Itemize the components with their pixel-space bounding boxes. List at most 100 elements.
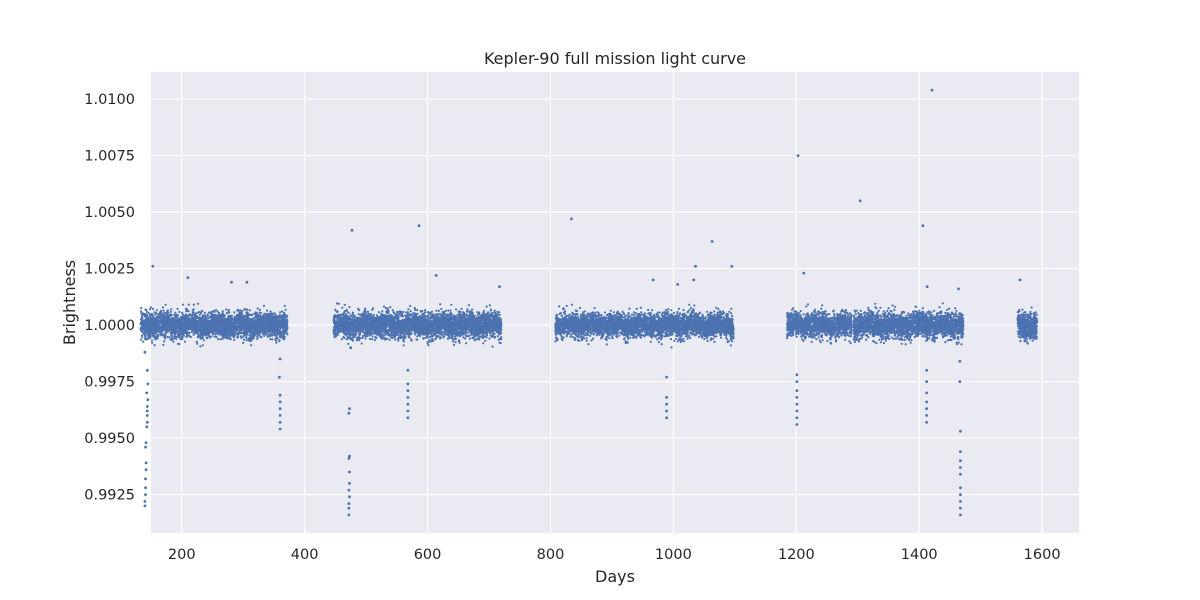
data-point bbox=[170, 313, 173, 316]
data-point bbox=[172, 340, 175, 343]
data-point bbox=[202, 314, 205, 317]
data-point bbox=[221, 319, 224, 322]
data-point bbox=[220, 329, 223, 332]
data-point bbox=[203, 325, 206, 328]
data-point bbox=[236, 335, 239, 338]
data-point bbox=[192, 320, 195, 323]
data-point bbox=[144, 326, 147, 329]
data-point bbox=[241, 315, 244, 319]
data-point bbox=[142, 340, 145, 343]
data-point bbox=[381, 310, 384, 313]
data-point bbox=[272, 312, 275, 315]
data-point bbox=[182, 332, 185, 335]
data-point bbox=[268, 330, 271, 333]
data-point bbox=[237, 309, 240, 312]
data-point bbox=[262, 330, 265, 333]
data-point bbox=[164, 303, 167, 306]
data-point bbox=[216, 320, 219, 323]
data-point bbox=[245, 308, 248, 311]
data-point bbox=[462, 311, 465, 314]
data-point bbox=[237, 317, 240, 321]
data-point bbox=[151, 328, 154, 331]
data-point bbox=[227, 327, 230, 330]
data-point bbox=[271, 325, 274, 328]
data-point bbox=[397, 339, 400, 342]
data-point bbox=[203, 311, 206, 314]
data-point bbox=[153, 320, 156, 323]
data-point bbox=[223, 329, 227, 332]
data-point bbox=[225, 336, 228, 339]
data-point bbox=[140, 315, 143, 318]
data-point bbox=[498, 313, 501, 316]
data-point bbox=[162, 343, 165, 346]
data-point bbox=[208, 336, 212, 339]
data-point bbox=[144, 308, 147, 311]
data-point bbox=[184, 324, 187, 327]
data-point bbox=[140, 306, 143, 310]
data-point bbox=[145, 316, 148, 319]
data-points bbox=[139, 88, 1039, 517]
data-point bbox=[244, 326, 247, 329]
data-point bbox=[176, 307, 179, 310]
data-point bbox=[233, 329, 236, 332]
data-point bbox=[191, 329, 194, 332]
data-point bbox=[206, 331, 209, 334]
data-point bbox=[150, 324, 153, 327]
data-point bbox=[153, 344, 156, 347]
data-point bbox=[211, 315, 214, 318]
data-point bbox=[414, 308, 417, 311]
data-point bbox=[249, 332, 253, 335]
data-point bbox=[143, 330, 146, 333]
data-point bbox=[246, 315, 249, 318]
data-point bbox=[224, 334, 227, 337]
data-point bbox=[233, 323, 236, 327]
data-point bbox=[211, 321, 214, 324]
data-point bbox=[157, 316, 160, 319]
data-point bbox=[192, 333, 195, 336]
data-point bbox=[245, 336, 248, 339]
data-point bbox=[193, 326, 197, 329]
data-point bbox=[187, 317, 190, 320]
data-point bbox=[147, 337, 150, 340]
data-point bbox=[263, 320, 267, 323]
data-point bbox=[175, 335, 178, 338]
data-point bbox=[187, 326, 190, 329]
data-point bbox=[231, 327, 234, 330]
data-point bbox=[243, 307, 246, 311]
data-point bbox=[244, 332, 247, 335]
data-point bbox=[242, 338, 246, 341]
data-point bbox=[217, 321, 220, 325]
data-point bbox=[337, 302, 340, 305]
data-point bbox=[174, 320, 177, 323]
data-point bbox=[468, 337, 471, 340]
data-point bbox=[178, 321, 181, 324]
data-point bbox=[179, 332, 183, 335]
data-point bbox=[187, 334, 190, 337]
data-point bbox=[278, 331, 281, 334]
data-point bbox=[151, 307, 155, 310]
data-point bbox=[282, 316, 285, 320]
data-point bbox=[203, 317, 206, 320]
data-point bbox=[148, 308, 152, 311]
data-point bbox=[185, 309, 188, 312]
data-point bbox=[192, 308, 195, 311]
data-point bbox=[279, 311, 282, 314]
data-point bbox=[157, 323, 160, 326]
data-point bbox=[184, 318, 187, 321]
data-point bbox=[206, 313, 209, 316]
data-point bbox=[204, 333, 207, 336]
data-point bbox=[144, 338, 147, 341]
data-point bbox=[201, 328, 204, 331]
data-point bbox=[238, 313, 241, 316]
data-point bbox=[246, 313, 250, 316]
data-point bbox=[174, 311, 177, 314]
data-point bbox=[160, 311, 163, 314]
data-point bbox=[259, 319, 262, 322]
data-point bbox=[256, 337, 259, 341]
data-point bbox=[141, 336, 144, 339]
data-point bbox=[249, 313, 252, 316]
data-point bbox=[272, 319, 275, 322]
data-point bbox=[140, 334, 143, 337]
data-point bbox=[248, 319, 251, 322]
data-point bbox=[187, 332, 190, 335]
